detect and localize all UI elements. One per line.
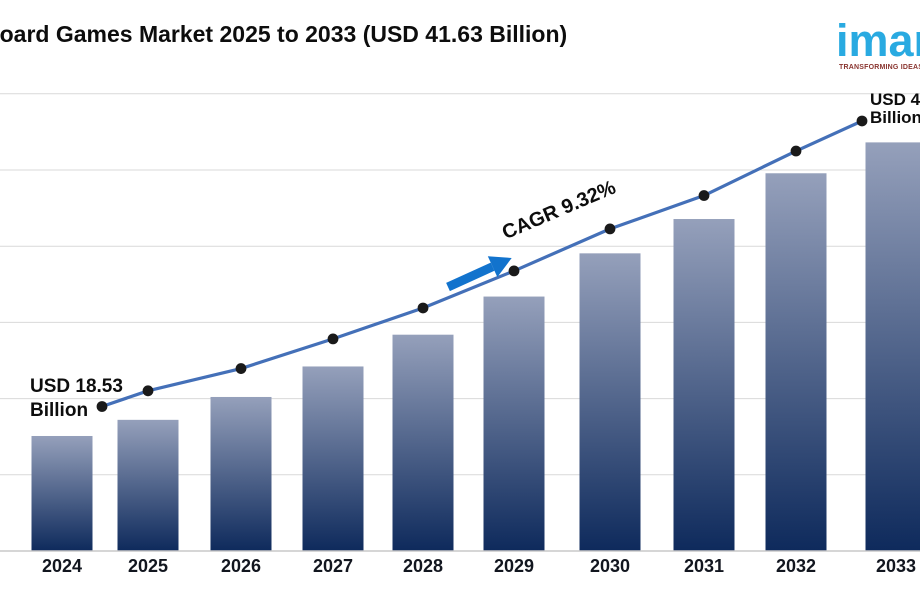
start-value-line2: Billion <box>30 400 89 421</box>
data-point-dot-2027 <box>327 333 339 345</box>
data-point-dot-2030 <box>604 223 616 235</box>
data-point-dot-2033 <box>856 115 868 127</box>
bar-2029 <box>483 296 545 551</box>
bar-2031 <box>673 219 735 552</box>
bar-2026 <box>210 396 272 551</box>
data-point-dot-2029 <box>508 265 520 277</box>
data-point-dot-2026 <box>235 363 247 374</box>
bar-2025 <box>117 419 179 551</box>
x-axis-label-2031: 2031 <box>683 556 725 576</box>
data-point-dot-2024 <box>96 401 108 412</box>
x-axis-label-2032: 2032 <box>775 556 817 576</box>
data-point-dot-2025 <box>142 385 154 397</box>
x-axis-label-2029: 2029 <box>493 556 535 576</box>
bar-2024 <box>31 435 93 551</box>
end-value-label: USD 41.63 Billion <box>870 91 920 127</box>
start-value-label: USD 18.53 Billion <box>30 375 123 423</box>
brand-logo: imarc <box>836 18 920 63</box>
data-point-dot-2028 <box>417 302 429 314</box>
brand-wordmark: imarc <box>836 15 920 66</box>
x-axis-label-2030: 2030 <box>589 556 631 576</box>
x-axis-label-2024: 2024 <box>41 556 83 576</box>
trend-line <box>101 119 863 409</box>
bar-2027 <box>302 366 364 551</box>
page-title: Board Games Market 2025 to 2033 (USD 41.… <box>0 21 568 47</box>
data-point-dot-2032 <box>790 145 802 157</box>
bar-2033 <box>865 142 920 552</box>
growth-arrow <box>446 256 512 292</box>
x-axis-label-2028: 2028 <box>402 556 444 576</box>
x-axis-label-2033: 2033 <box>875 556 917 576</box>
x-axis-label-2026: 2026 <box>220 556 262 576</box>
x-axis-label-2027: 2027 <box>312 556 354 576</box>
x-axis-label-2025: 2025 <box>127 556 169 576</box>
end-value-line2: Billion <box>870 108 920 127</box>
brand-tagline: TRANSFORMING IDEAS <box>839 64 920 71</box>
bar-2030 <box>579 253 641 551</box>
bar-2028 <box>392 334 454 551</box>
bar-2032 <box>765 173 827 551</box>
data-point-dot-2031 <box>698 190 710 201</box>
end-value-line1: USD 41.63 <box>870 90 920 109</box>
start-value-line1: USD 18.53 <box>30 376 123 397</box>
